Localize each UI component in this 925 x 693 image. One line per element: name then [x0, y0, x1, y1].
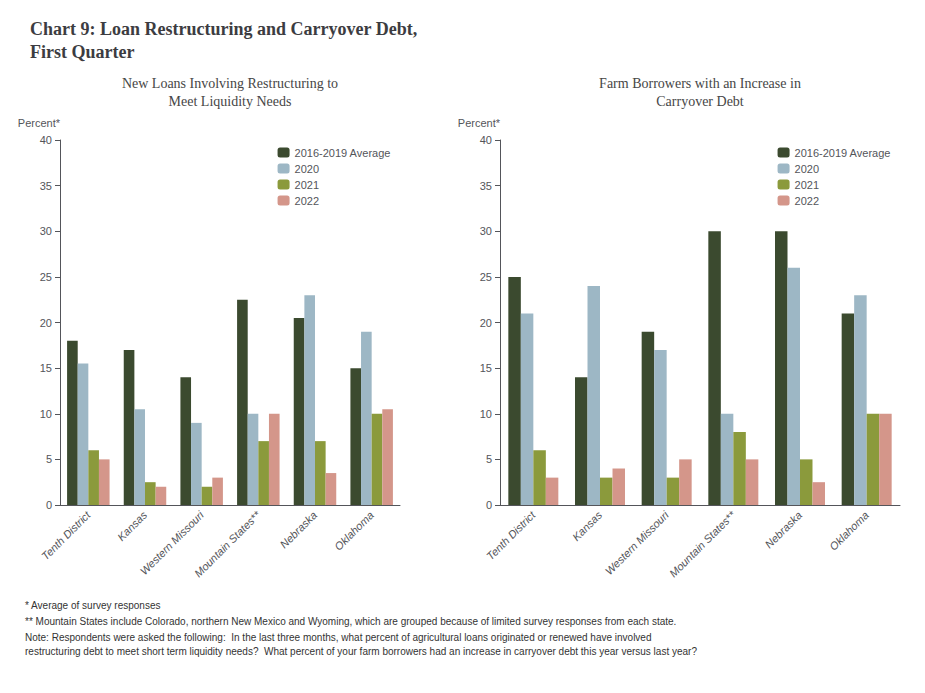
svg-text:2016-2019 Average: 2016-2019 Average	[795, 147, 891, 159]
svg-text:Nebraska: Nebraska	[278, 509, 320, 551]
svg-text:Oklahoma: Oklahoma	[332, 509, 376, 553]
svg-text:20: 20	[40, 317, 52, 329]
svg-text:15: 15	[40, 362, 52, 374]
svg-text:** Mountain States include Col: ** Mountain States include Colorado, nor…	[25, 616, 676, 627]
svg-text:Meet Liquidity Needs: Meet Liquidity Needs	[169, 94, 292, 109]
svg-text:40: 40	[40, 134, 52, 146]
svg-text:Mountain States**: Mountain States**	[192, 508, 263, 579]
svg-text:35: 35	[480, 180, 492, 192]
svg-text:20: 20	[480, 317, 492, 329]
svg-text:Western Missouri: Western Missouri	[137, 508, 206, 578]
svg-text:0: 0	[486, 499, 492, 511]
svg-text:Carryover Debt: Carryover Debt	[656, 94, 744, 109]
svg-text:New Loans Involving Restructur: New Loans Involving Restructuring to	[122, 76, 338, 91]
svg-text:restructuring debt to meet sho: restructuring debt to meet short term li…	[25, 646, 697, 657]
svg-text:Kansas: Kansas	[570, 508, 605, 543]
svg-text:10: 10	[480, 408, 492, 420]
svg-text:2021: 2021	[795, 179, 819, 191]
svg-text:Chart 9: Loan Restructuring an: Chart 9: Loan Restructuring and Carryove…	[30, 19, 417, 39]
svg-text:Percent*: Percent*	[18, 117, 61, 129]
svg-text:0: 0	[46, 499, 52, 511]
svg-text:Percent*: Percent*	[458, 117, 501, 129]
svg-text:2016-2019 Average: 2016-2019 Average	[295, 147, 391, 159]
svg-text:2021: 2021	[295, 179, 319, 191]
svg-text:Mountain States**: Mountain States**	[667, 508, 738, 579]
svg-text:Oklahoma: Oklahoma	[827, 509, 871, 553]
svg-text:2022: 2022	[795, 195, 819, 207]
svg-text:15: 15	[480, 362, 492, 374]
svg-text:30: 30	[480, 225, 492, 237]
svg-text:Nebraska: Nebraska	[763, 509, 805, 551]
svg-text:10: 10	[40, 408, 52, 420]
svg-text:Farm Borrowers with an Increas: Farm Borrowers with an Increase in	[599, 76, 801, 91]
svg-text:2020: 2020	[295, 163, 319, 175]
svg-text:40: 40	[480, 134, 492, 146]
svg-text:30: 30	[40, 225, 52, 237]
svg-text:* Average of survey responses: * Average of survey responses	[25, 600, 160, 611]
svg-text:25: 25	[40, 271, 52, 283]
svg-text:35: 35	[40, 180, 52, 192]
svg-text:5: 5	[46, 453, 52, 465]
svg-text:First Quarter: First Quarter	[30, 42, 134, 62]
svg-text:5: 5	[486, 453, 492, 465]
svg-text:2022: 2022	[295, 195, 319, 207]
svg-text:25: 25	[480, 271, 492, 283]
svg-text:Tenth District: Tenth District	[39, 508, 93, 562]
svg-text:Kansas: Kansas	[115, 508, 150, 543]
svg-text:Western Missouri: Western Missouri	[603, 508, 672, 577]
svg-text:2020: 2020	[795, 163, 819, 175]
svg-text:Note: Respondents were asked t: Note: Respondents were asked the followi…	[25, 632, 651, 643]
svg-text:Tenth District: Tenth District	[484, 508, 538, 562]
